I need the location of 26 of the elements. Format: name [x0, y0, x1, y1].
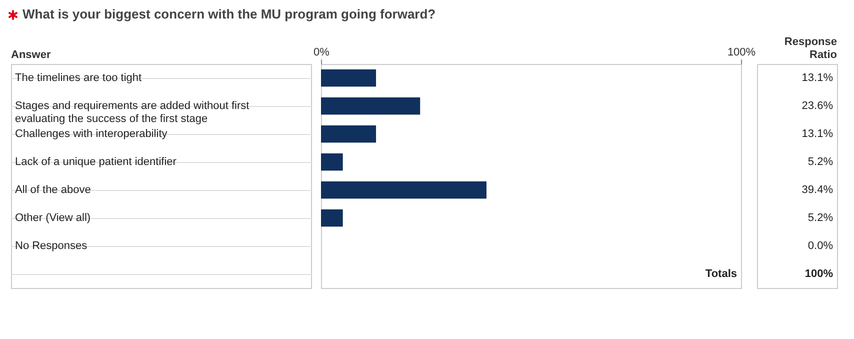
annotation: Totals	[705, 268, 737, 280]
bar	[321, 97, 420, 115]
data-label: 5.2%	[808, 156, 834, 168]
data-label: 5.2%	[808, 212, 834, 224]
bar	[321, 181, 486, 199]
data-label: 13.1%	[802, 72, 834, 84]
bar	[321, 125, 376, 143]
y-tick-label: No Responses	[15, 240, 88, 252]
data-label: 0.0%	[808, 240, 834, 252]
bar	[321, 69, 376, 87]
y-tick-label: Lack of a unique patient identifier	[15, 156, 177, 168]
x-tick-label: 0%	[314, 46, 330, 58]
y-axis-title: Answer	[11, 49, 52, 61]
y-tick-label: Stages and requirements are added without first evaluating the success of the first stage	[15, 100, 250, 125]
data-label: 23.6%	[802, 100, 834, 112]
bar	[321, 153, 343, 171]
text: 100%	[804, 268, 834, 280]
data-label: 39.4%	[802, 184, 834, 196]
y2-axis-title: Response Ratio	[784, 36, 838, 61]
y-tick-label: Other (View all)	[15, 212, 91, 224]
y-tick-label: The timelines are too tight	[15, 72, 142, 84]
y-tick-label: All of the above	[15, 184, 91, 196]
y-tick-label: Challenges with interoperability	[15, 128, 168, 140]
bar	[321, 209, 343, 227]
chart-title: What is your biggest concern with the MU program going forward?	[22, 6, 436, 22]
data-label: 13.1%	[802, 128, 834, 140]
